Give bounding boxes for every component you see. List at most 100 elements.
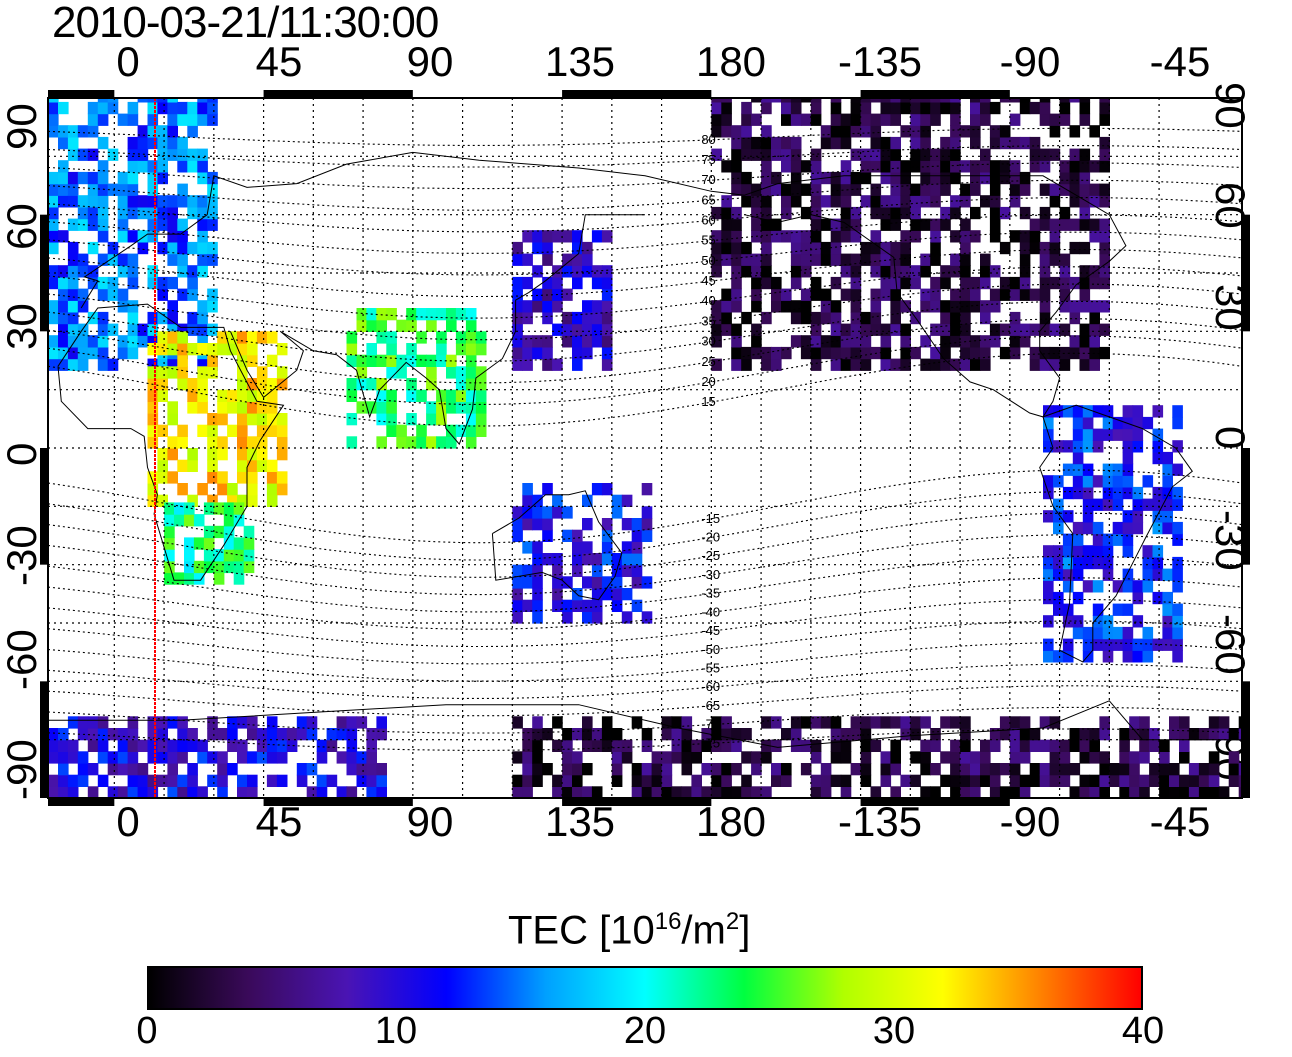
tec-cell [207, 413, 218, 426]
axis-bars [40, 90, 1250, 806]
tec-cell [1062, 440, 1074, 453]
tec-cell [542, 253, 553, 266]
tec-cell [800, 183, 812, 196]
tec-cell [900, 241, 911, 255]
tec-cell [572, 253, 583, 266]
tec-cell [721, 323, 732, 336]
tec-cell [1059, 160, 1071, 173]
tec-cell [1069, 311, 1081, 325]
tec-cell [930, 253, 941, 266]
tec-cell [562, 739, 573, 752]
tec-cell [920, 195, 931, 208]
tec-cell [721, 774, 732, 787]
tec-cell [1089, 335, 1100, 348]
tec-cell [880, 136, 892, 150]
tec-cell [522, 335, 533, 348]
tec-cell [1049, 739, 1061, 752]
tec-cell [950, 253, 961, 266]
tec-cell [207, 171, 218, 185]
tec-cell [532, 230, 543, 243]
tec-cell [247, 401, 258, 414]
tec-cell [731, 335, 742, 348]
tec-cell [999, 346, 1011, 360]
tec-cell [572, 751, 583, 764]
tec-cell [611, 494, 623, 507]
tec-cell [611, 739, 623, 752]
tec-cell [920, 218, 931, 231]
tec-cell [58, 300, 69, 313]
tec-cell [940, 171, 951, 185]
tec-cell [197, 241, 208, 255]
tec-cell [552, 564, 563, 577]
tec-cell [711, 241, 722, 255]
tec-cell [247, 483, 258, 496]
tec-cell [1059, 763, 1071, 776]
tec-cell [631, 553, 643, 566]
tec-cell [572, 230, 583, 243]
tec-cell [77, 148, 89, 161]
tec-cell [237, 751, 248, 764]
axis-bar-segment [48, 798, 115, 806]
tec-cell [741, 774, 752, 787]
tec-cell [1102, 568, 1114, 581]
tec-cell [87, 148, 99, 161]
tec-cell [247, 751, 258, 764]
tec-cell [930, 323, 941, 336]
tec-cell [1059, 739, 1071, 752]
tec-cell [572, 553, 583, 566]
tec-cell [562, 506, 573, 519]
tec-cell [326, 728, 338, 741]
tec-cell [376, 763, 387, 776]
tec-cell [601, 230, 613, 243]
tec-cell [582, 599, 593, 612]
tec-cell [184, 549, 195, 562]
tec-cell [256, 401, 268, 414]
tec-cell [989, 288, 1001, 301]
tec-cell [781, 195, 792, 208]
tec-cell [890, 183, 901, 196]
tec-cell [237, 459, 248, 472]
tec-cell [522, 763, 533, 776]
tec-cell [582, 576, 593, 589]
tec-cell [751, 218, 762, 231]
tec-cell [771, 98, 782, 103]
tec-cell [950, 358, 961, 371]
tec-cell [552, 300, 563, 313]
tec-cell [731, 288, 742, 301]
tec-cell [751, 300, 762, 313]
tec-cell [542, 300, 553, 313]
tec-cell [721, 206, 732, 220]
magnetic-contour [48, 534, 1242, 596]
tec-cell [207, 241, 218, 255]
tec-cell [127, 148, 139, 161]
tec-cell [870, 113, 882, 126]
tec-cell [751, 183, 762, 196]
tec-cell [1099, 183, 1110, 196]
tec-cell [721, 241, 732, 255]
tec-cell [336, 786, 348, 798]
tec-cell [1152, 591, 1164, 605]
tec-cell [1079, 218, 1091, 231]
tec-cell [1009, 335, 1021, 348]
tec-cell [910, 136, 921, 150]
tec-cell [197, 195, 208, 208]
tec-cell [711, 230, 722, 243]
tec-cell [860, 358, 872, 371]
magnetic-latitude-contours [48, 127, 1242, 751]
tec-cell [197, 300, 208, 313]
tec-cell [107, 728, 119, 741]
tec-cell [167, 786, 178, 798]
tec-cell [920, 763, 931, 776]
tec-cell [562, 288, 573, 301]
tec-cell [1139, 739, 1150, 752]
tec-cell [870, 300, 882, 313]
tec-cell [512, 346, 523, 360]
tec-cell [741, 148, 752, 161]
tec-cell [67, 786, 79, 798]
tec-cell [552, 716, 563, 729]
tec-cell [900, 253, 911, 266]
tec-cell [591, 739, 603, 752]
tec-cell [127, 171, 139, 185]
tec-cell [790, 276, 802, 290]
tec-cell [631, 599, 643, 612]
